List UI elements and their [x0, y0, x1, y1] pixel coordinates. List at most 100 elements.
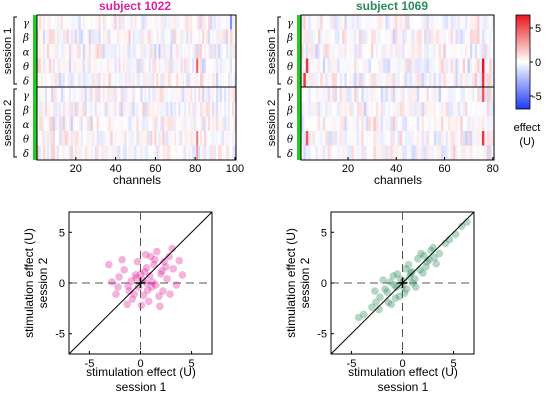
- heatmap-cell: [192, 87, 195, 103]
- heatmap-cell: [334, 58, 338, 74]
- scatter-point: [163, 275, 171, 283]
- heatmap-cell: [168, 44, 171, 59]
- heatmap-cell: [455, 87, 459, 103]
- scatter-point: [393, 270, 402, 278]
- heatmap-cell: [132, 44, 135, 59]
- scatter-panel-subject-1022: -5 0 550-5 stimulation effect (U) session …: [22, 211, 213, 394]
- heatmap-cell: [76, 29, 80, 45]
- heatmap-cell: [457, 102, 461, 117]
- heatmap-cell: [228, 29, 231, 45]
- scatter-point: [371, 287, 379, 295]
- scatter-point: [137, 301, 146, 310]
- heatmap-cell: [204, 58, 207, 74]
- heatmap-cell: [392, 44, 396, 59]
- heatmap-cell: [465, 145, 468, 161]
- heatmap-cell: [450, 87, 454, 103]
- heatmap-cell: [443, 87, 447, 103]
- heatmap-cell: [162, 73, 165, 88]
- heatmap-cell: [158, 102, 161, 117]
- heatmap-cell: [194, 102, 197, 117]
- heatmap-cell: [218, 102, 221, 117]
- heatmap-cell: [170, 131, 173, 146]
- heatmap-cell: [481, 116, 485, 132]
- scatter-point: [404, 260, 413, 269]
- heatmap-cell: [342, 15, 345, 30]
- heatmap-cell: [80, 15, 84, 30]
- heatmap-cell: [387, 87, 391, 103]
- heatmap-cell: [325, 87, 328, 103]
- heatmap-cell: [431, 87, 434, 103]
- heatmap-cell: [110, 58, 113, 74]
- heatmap-cell: [140, 73, 143, 88]
- heatmap-cell: [448, 145, 451, 161]
- heatmap-cell: [404, 73, 408, 88]
- heatmap-cell: [443, 131, 447, 146]
- heatmap-cell: [395, 131, 398, 146]
- heatmap-cell: [373, 102, 377, 117]
- heatmap-cell: [166, 145, 169, 161]
- heatmap-cell: [481, 102, 485, 117]
- heatmap-cell: [142, 116, 145, 132]
- heatmap-cell: [310, 145, 314, 161]
- heatmap-cell: [206, 145, 209, 161]
- heatmap-cell: [373, 58, 377, 74]
- heatmap-cell: [128, 44, 131, 59]
- heatmap-cell: [126, 58, 129, 74]
- heatmap-cell: [472, 15, 475, 30]
- heatmap-cell: [428, 58, 432, 74]
- heatmap-cell: [313, 58, 316, 74]
- heatmap-cell: [70, 58, 74, 74]
- heatmap-cell: [100, 145, 103, 161]
- heatmap-cell: [84, 15, 88, 30]
- x-tick-label: 5: [189, 358, 195, 370]
- heatmap-cell: [68, 87, 72, 103]
- heatmap-cell: [42, 131, 46, 146]
- scatter-point: [375, 305, 383, 314]
- heatmap-cell: [78, 73, 82, 88]
- heatmap-cell: [166, 131, 169, 146]
- heatmap-cell: [194, 87, 197, 103]
- heatmap-cell: [82, 131, 86, 146]
- heatmap-cell: [450, 102, 454, 117]
- heatmap-cell: [104, 73, 107, 88]
- heatmap-cell: [196, 73, 199, 88]
- heatmap-cell: [180, 116, 183, 132]
- heatmap-cell: [68, 145, 72, 161]
- heatmap-cell: [409, 15, 413, 30]
- heatmap-cell: [467, 102, 471, 117]
- heatmap-cell: [414, 131, 418, 146]
- heatmap-cell: [38, 116, 42, 132]
- heatmap-cell: [178, 58, 181, 74]
- heatmap-cell: [206, 102, 209, 117]
- heatmap-cell: [489, 15, 492, 30]
- heatmap-cell: [349, 131, 352, 146]
- heatmap-cell: [92, 145, 96, 161]
- heatmap-cell: [373, 87, 377, 103]
- heatmap-cell: [342, 131, 345, 146]
- heatmap-cell: [472, 58, 475, 74]
- heatmap-cell: [218, 145, 221, 161]
- y-axis-sublabel: session 2: [298, 257, 312, 308]
- heatmap-cell: [390, 116, 393, 132]
- heatmap-cell: [349, 73, 352, 88]
- heatmap-cell: [38, 15, 42, 30]
- heatmap-cell: [226, 73, 229, 88]
- heatmap-cell: [313, 15, 316, 30]
- heatmap-cell: [448, 15, 451, 30]
- heatmap-cell: [426, 44, 430, 59]
- heatmap-cell: [158, 131, 161, 146]
- heatmap-cell: [373, 29, 377, 45]
- heatmap-cell: [94, 87, 97, 103]
- heatmap-cell: [196, 44, 199, 59]
- heatmap-cell: [477, 73, 480, 88]
- scatter-point: [131, 271, 140, 279]
- heatmap-cell: [329, 131, 333, 146]
- heatmap-cell: [118, 73, 121, 88]
- heatmap-cell: [106, 29, 109, 45]
- heatmap-cell: [100, 58, 103, 74]
- x-axis-label: channels: [113, 173, 161, 187]
- heatmap-cell: [402, 29, 406, 45]
- heatmap-cell: [407, 73, 410, 88]
- heatmap-cell: [98, 131, 101, 146]
- heatmap-cell: [98, 87, 101, 103]
